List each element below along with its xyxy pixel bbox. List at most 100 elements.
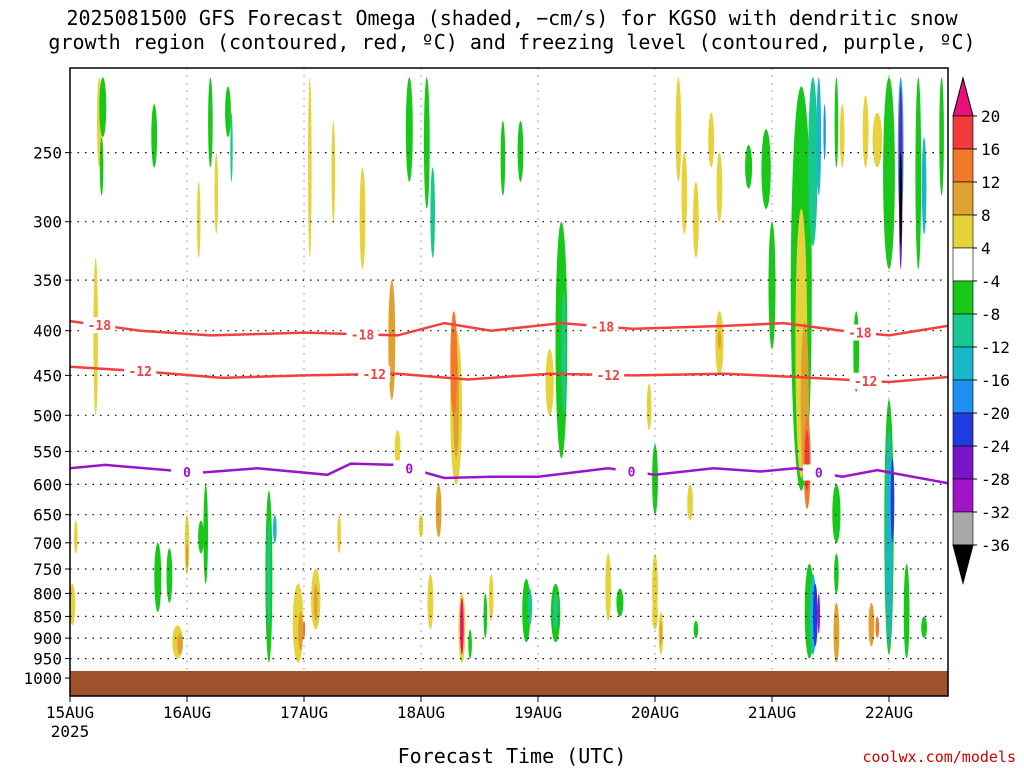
- colorbar-label-1: 16: [981, 140, 1000, 159]
- omega-cell-101: [915, 77, 922, 270]
- x-tick-label-19AUG: 19AUG: [514, 703, 562, 722]
- omega-cell-5: [99, 137, 104, 196]
- ground-layer: [70, 671, 948, 696]
- contour-line--18: [69, 319, 948, 337]
- colorbar-swatch-2: [952, 148, 974, 183]
- omega-cell-82: [808, 77, 818, 247]
- omega-cell-22: [273, 514, 277, 543]
- omega-cell-88: [862, 95, 869, 168]
- omega-cell-63: [681, 152, 688, 235]
- chart-title-line1: 2025081500 GFS Forecast Omega (shaded, −…: [66, 6, 958, 30]
- omega-cell-3: [74, 520, 78, 554]
- chart-title: 2025081500 GFS Forecast Omega (shaded, −…: [0, 6, 1024, 54]
- contour-label-0: 0: [183, 466, 191, 481]
- omega-cell-65: [708, 112, 715, 168]
- y-tick-label-800: 800: [33, 584, 62, 603]
- contour-label--18: -18: [591, 320, 615, 335]
- y-tick-label-500: 500: [33, 406, 62, 425]
- contour-label-bg: [346, 326, 379, 343]
- omega-cell-57: [605, 553, 612, 621]
- omega-cell-59: [646, 383, 652, 431]
- omega-cell-91: [834, 553, 839, 594]
- omega-cell-64: [693, 181, 699, 258]
- y-tick-label-650: 650: [33, 506, 62, 525]
- plot-frame: [69, 67, 949, 697]
- omega-cell-61: [652, 444, 658, 515]
- y-tick-label-750: 750: [33, 560, 62, 579]
- contour-label-bg: [124, 363, 157, 380]
- y-tick-label-1000: 1000: [23, 669, 62, 688]
- x-tick-label-15AUG: 15AUG: [46, 703, 94, 722]
- colorbar-label-7: -12: [981, 338, 1010, 357]
- colorbar-label-3: 8: [981, 206, 991, 225]
- omega-cell-31: [359, 167, 366, 270]
- colorbar-swatch-7: [952, 313, 974, 348]
- colorbar-swatch-4: [952, 214, 974, 249]
- contour-label--12: -12: [596, 369, 619, 384]
- x-tick-label-17AUG: 17AUG: [280, 703, 328, 722]
- contour-label-bg: [171, 463, 203, 480]
- colorbar-label-12: -32: [981, 503, 1010, 522]
- omega-cell-34: [405, 77, 413, 182]
- omega-cell-25: [302, 620, 306, 639]
- y-tick-label-450: 450: [33, 366, 62, 385]
- contour-line--12: [69, 365, 948, 384]
- colorbar-swatch-10: [952, 412, 974, 447]
- colorbar-swatch-11: [952, 445, 974, 480]
- omega-cell-105: [885, 430, 893, 647]
- contour-label--18: -18: [848, 327, 872, 342]
- omega-cell-28: [337, 514, 341, 554]
- omega-cell-14: [203, 484, 208, 584]
- x-axis-label: Forecast Time (UTC): [397, 744, 627, 768]
- y-tick-label-250: 250: [33, 144, 62, 163]
- omega-cell-84: [823, 104, 826, 161]
- omega-cell-83: [816, 77, 822, 196]
- colorbar-label-0: 20: [981, 107, 1000, 126]
- y-tick-label-700: 700: [33, 534, 62, 553]
- omega-cell-17: [230, 112, 233, 182]
- y-tick-label-350: 350: [33, 271, 62, 290]
- omega-cell-6: [151, 104, 158, 168]
- x-tick-label-20AUG: 20AUG: [631, 703, 679, 722]
- omega-cell-44: [460, 598, 464, 655]
- contour-label-bg: [586, 318, 619, 335]
- contour-label-0: 0: [628, 466, 636, 481]
- omega-cell-68: [717, 330, 722, 350]
- omega-cell-86: [839, 104, 845, 168]
- omega-cell-4: [99, 77, 107, 138]
- colorbar: 20 16 12 8 4 -4 -8 -12 -16 -20 -24 -28 -32 -36: [952, 76, 1010, 585]
- colorbar-label-13: -36: [981, 536, 1010, 555]
- omega-cell-100: [899, 152, 902, 247]
- omega-cell-56: [553, 593, 558, 630]
- omega-cell-27: [313, 583, 318, 621]
- contour-label-bg: [592, 366, 625, 383]
- colorbar-label-4: 4: [981, 239, 991, 258]
- omega-cell-81: [804, 430, 810, 491]
- contour-label--12: -12: [128, 365, 151, 380]
- colorbar-label-2: 12: [981, 173, 1000, 192]
- colorbar-swatch-12: [952, 478, 974, 513]
- omega-cell-51: [527, 588, 533, 626]
- contour-label--12: -12: [854, 375, 877, 390]
- chart-title-line2: growth region (contoured, red, ºC) and f…: [48, 30, 976, 54]
- omega-cell-29: [308, 77, 312, 258]
- credit-link[interactable]: coolwx.com/models: [862, 748, 1016, 766]
- y-tick-label-400: 400: [33, 322, 62, 341]
- omega-cell-90: [832, 484, 841, 543]
- contour-label-bg: [849, 372, 882, 389]
- colorbar-swatch-9: [952, 379, 974, 414]
- omega-shading: [69, 77, 944, 663]
- omega-cell-32: [394, 430, 401, 465]
- omega-cell-109: [903, 563, 910, 659]
- omega-cell-30: [331, 120, 336, 222]
- colorbar-swatch-8: [952, 346, 974, 381]
- colorbar-bottom-arrow: [952, 544, 974, 585]
- omega-cell-16: [225, 86, 231, 138]
- omega-cell-45: [468, 629, 472, 659]
- omega-cell-58: [616, 588, 624, 617]
- colorbar-swatch-1: [952, 115, 974, 150]
- colorbar-label-11: -28: [981, 470, 1010, 489]
- omega-cell-39: [450, 311, 458, 416]
- omega-cell-107: [868, 602, 875, 647]
